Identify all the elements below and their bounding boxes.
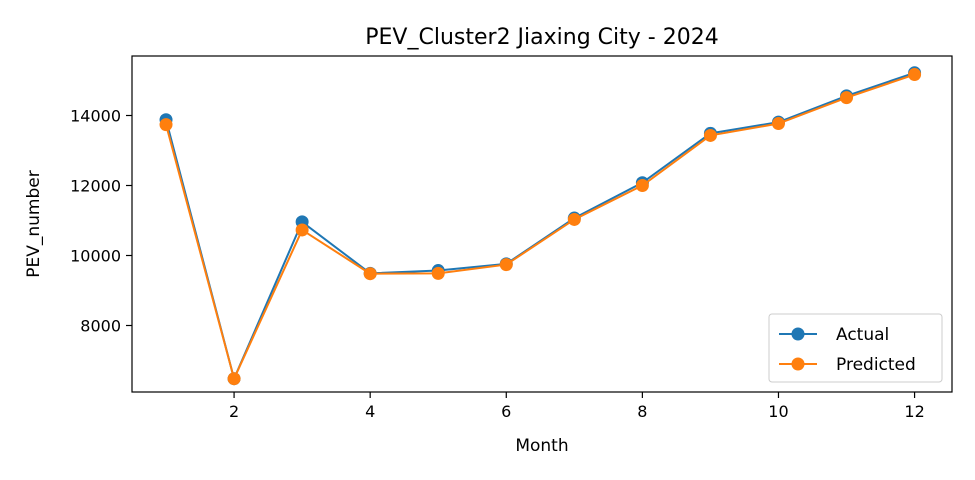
series-layer <box>159 66 922 386</box>
chart-title: PEV_Cluster2 Jiaxing City - 2024 <box>365 25 718 50</box>
legend-label: Actual <box>836 325 889 345</box>
data-point <box>431 266 445 280</box>
data-point <box>363 267 377 281</box>
legend-label: Predicted <box>836 355 916 375</box>
y-tick-label: 12000 <box>70 177 121 196</box>
data-point <box>703 128 717 142</box>
legend-marker <box>791 357 805 371</box>
x-tick-label: 2 <box>229 402 239 421</box>
x-tick-label: 10 <box>768 402 788 421</box>
data-point <box>499 258 513 272</box>
data-point <box>567 212 581 226</box>
data-point <box>295 223 309 237</box>
series-predicted <box>159 68 922 386</box>
series-line <box>165 73 915 382</box>
data-point <box>635 179 649 192</box>
x-tick-label: 12 <box>904 402 924 421</box>
legend-item: Predicted <box>779 355 916 375</box>
y-tick-label: 10000 <box>70 247 121 266</box>
legend: Actual Predicted <box>768 313 943 383</box>
data-point <box>227 372 241 386</box>
data-point <box>771 117 785 131</box>
legend-item: Actual <box>779 325 889 345</box>
x-tick-label: 6 <box>501 402 511 421</box>
data-point <box>840 91 854 105</box>
x-tick-label: 8 <box>637 402 647 421</box>
data-point <box>159 118 173 132</box>
y-tick-label: 14000 <box>70 107 121 126</box>
x-axis: 2 4 6 8 10 12 <box>229 392 925 421</box>
y-tick-label: 8000 <box>80 317 121 336</box>
y-axis-label: PEV_number <box>24 170 44 277</box>
x-axis-label: Month <box>515 436 568 456</box>
plot-area <box>131 55 953 393</box>
legend-marker <box>791 327 805 341</box>
y-axis: 8000 10000 12000 14000 <box>70 107 132 336</box>
data-point <box>908 68 922 82</box>
x-tick-label: 4 <box>365 402 375 421</box>
